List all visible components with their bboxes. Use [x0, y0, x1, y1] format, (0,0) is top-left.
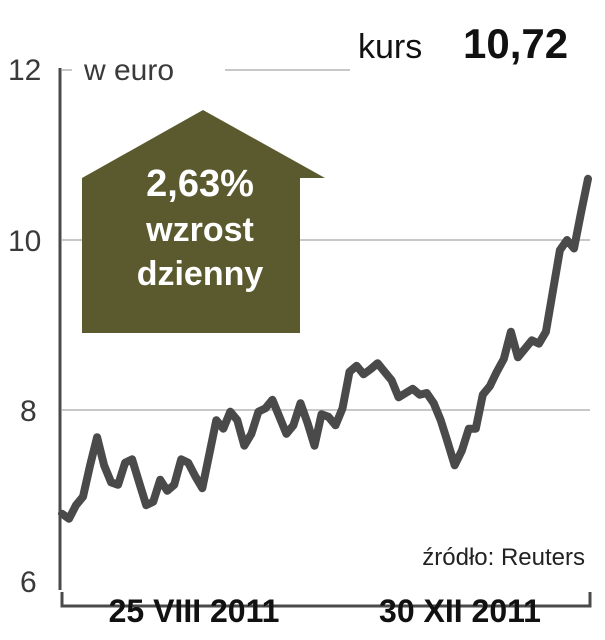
- x-label-end: 30 XII 2011: [379, 593, 541, 629]
- x-label-start: 25 VIII 2011: [109, 593, 280, 629]
- badge-line2: dzienny: [137, 255, 264, 293]
- badge-percent: 2,63%: [146, 163, 254, 205]
- y-tick-label-6: 6: [20, 566, 37, 599]
- x-axis-bracket: [60, 592, 592, 608]
- unit-label: w euro: [83, 54, 174, 87]
- series-line-0: [58, 174, 592, 523]
- kurs-label: kurs: [358, 28, 422, 66]
- kurs-value: 10,72: [463, 20, 568, 67]
- source-label: źródło: Reuters: [422, 544, 585, 571]
- y-tick-label-10: 10: [8, 225, 41, 258]
- y-tick-label-12: 12: [8, 54, 41, 87]
- growth-arrow-badge: 2,63% wzrost dzienny: [82, 110, 325, 333]
- series-group: [58, 174, 592, 523]
- badge-line1: wzrost: [145, 211, 254, 249]
- up-arrow-icon: [82, 110, 325, 333]
- y-tick-label-8: 8: [20, 395, 37, 428]
